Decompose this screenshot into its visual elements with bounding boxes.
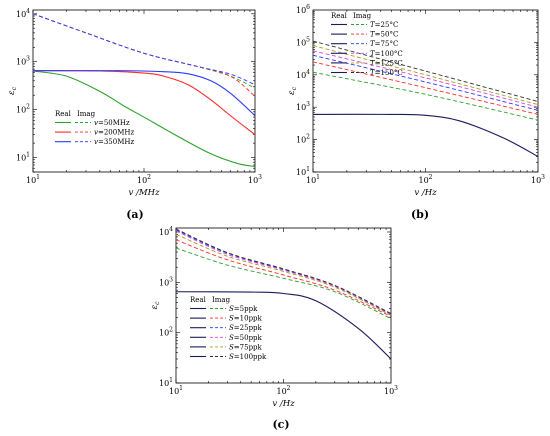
legend-header-imag: Imag bbox=[212, 296, 231, 304]
legend-entry-label: T=25°C bbox=[370, 21, 398, 29]
x-tick-label: 103 bbox=[248, 174, 262, 185]
legend-header-real: Real bbox=[190, 296, 207, 304]
series-line-imag-5 bbox=[176, 228, 391, 314]
series-line-imag-3 bbox=[313, 50, 538, 108]
series-line-imag-4 bbox=[313, 45, 538, 106]
chart-c: 101 102 103 101 102 103 104 v /Hz εc Real ImagS=5p… bbox=[150, 226, 398, 431]
chart-a: 101 102 103 101 102 103 104 v /MHz εc Real Imagv=5… bbox=[7, 8, 262, 221]
y-tick-label: 103 bbox=[16, 56, 30, 67]
series-line-imag-0 bbox=[176, 247, 391, 320]
series-line-real bbox=[313, 113, 538, 158]
plot-area bbox=[313, 40, 538, 158]
series-line-imag-0 bbox=[313, 71, 538, 121]
legend-entry-label: T=100°C bbox=[370, 50, 403, 58]
y-tick-label: 102 bbox=[296, 134, 310, 145]
legend-entry-label: T=75°C bbox=[370, 40, 398, 48]
legend-entry-label: T=150°C bbox=[370, 69, 403, 77]
chart-b: 101 102 103 101 102 103 104 105 106 v /Hz εc Real Im… bbox=[287, 4, 545, 221]
y-tick-label: 102 bbox=[159, 327, 173, 338]
legend-entry-label: S=50ppk bbox=[229, 334, 263, 342]
x-tick-label: 103 bbox=[531, 174, 545, 185]
legend-entry-label: S=75ppk bbox=[229, 343, 263, 351]
y-tick-label: 103 bbox=[159, 276, 173, 287]
legend-entry-label: S=25ppk bbox=[229, 324, 263, 332]
x-tick-label: 103 bbox=[384, 385, 398, 396]
x-axis-label: v /Hz bbox=[414, 188, 437, 198]
series-line-real-2 bbox=[33, 70, 255, 117]
x-tick-label: 102 bbox=[137, 174, 151, 185]
legend-entry-label: S=10ppk bbox=[229, 315, 263, 323]
series-line-imag-1 bbox=[313, 61, 538, 115]
series-line-real-1 bbox=[33, 70, 255, 136]
panel-label: (b) bbox=[411, 208, 429, 221]
y-axis-label: εc bbox=[150, 301, 161, 310]
legend-header-imag: Imag bbox=[77, 110, 96, 118]
y-axis-label: εc bbox=[287, 86, 298, 95]
series-line-real-0 bbox=[33, 70, 255, 168]
legend-entry-label: T=50°C bbox=[370, 31, 398, 39]
y-tick-label: 105 bbox=[296, 36, 310, 47]
panel-label: (c) bbox=[272, 418, 289, 431]
series-line-imag-0 bbox=[33, 13, 255, 89]
y-tick-label: 101 bbox=[159, 377, 173, 388]
series-line-imag-2 bbox=[176, 229, 391, 315]
legend-header-real: Real bbox=[331, 12, 348, 20]
x-tick-label: 101 bbox=[26, 174, 40, 185]
y-tick-label: 101 bbox=[296, 166, 310, 177]
series-line-imag-1 bbox=[176, 239, 391, 317]
x-tick-label: 101 bbox=[306, 174, 320, 185]
series-line-imag-4 bbox=[176, 233, 391, 316]
legend-entry-label: S=100ppk bbox=[229, 353, 267, 361]
plot-frame bbox=[32, 9, 256, 173]
legend-entry-label: v=350MHz bbox=[94, 138, 134, 146]
x-axis-label: v /Hz bbox=[272, 399, 295, 409]
x-tick-label: 102 bbox=[418, 174, 432, 185]
legend-header-imag: Imag bbox=[353, 12, 372, 20]
y-axis-label: εc bbox=[7, 86, 18, 95]
plot-area bbox=[176, 228, 391, 360]
legend-entry-label: S=5ppk bbox=[229, 305, 258, 313]
panel-label: (a) bbox=[126, 208, 144, 221]
y-tick-label: 102 bbox=[16, 104, 30, 115]
series-line-imag-2 bbox=[313, 54, 538, 111]
plot-area bbox=[33, 13, 255, 168]
series-line-imag-5 bbox=[313, 40, 538, 102]
legend-entry-label: v=200MHz bbox=[94, 129, 134, 137]
y-tick-label: 103 bbox=[296, 101, 310, 112]
y-tick-label: 104 bbox=[16, 8, 30, 19]
legend-entry-label: T=125°C bbox=[370, 59, 403, 67]
plot-frame bbox=[175, 227, 392, 384]
y-tick-label: 104 bbox=[159, 226, 173, 237]
x-tick-label: 101 bbox=[169, 385, 183, 396]
legend-header-real: Real bbox=[55, 110, 72, 118]
series-line-real bbox=[176, 291, 391, 360]
series-line-imag-2 bbox=[33, 13, 255, 86]
x-tick-label: 102 bbox=[276, 385, 290, 396]
legend-entry-label: v=50MHz bbox=[94, 119, 130, 127]
y-tick-label: 101 bbox=[16, 152, 30, 163]
y-tick-label: 106 bbox=[296, 4, 310, 15]
x-axis-label: v /MHz bbox=[129, 188, 160, 198]
y-tick-label: 104 bbox=[296, 69, 310, 80]
